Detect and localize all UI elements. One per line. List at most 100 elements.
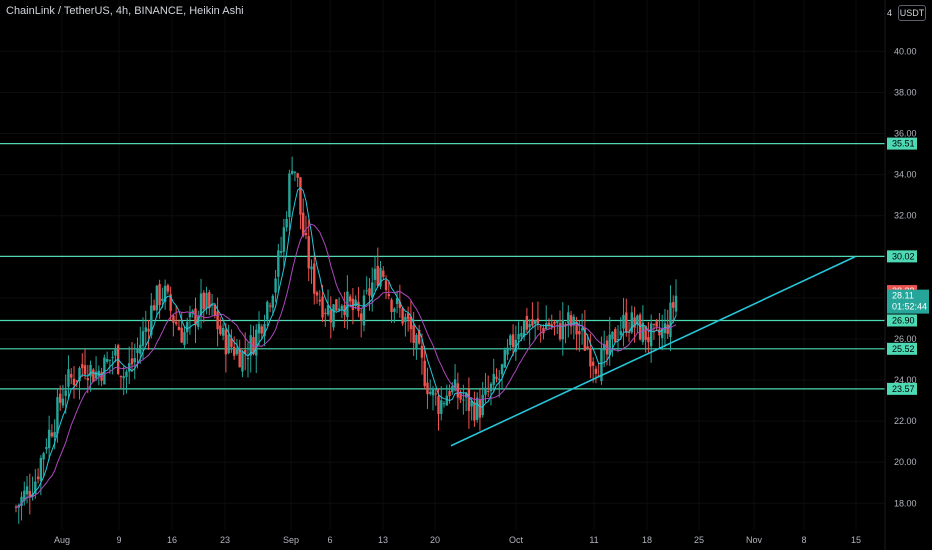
candle-body <box>67 369 70 387</box>
currency-unit-badge[interactable]: 4 USDT <box>887 5 926 21</box>
candle-body <box>177 326 181 331</box>
candle-body <box>337 308 341 311</box>
candle-body <box>324 312 327 314</box>
candle-body <box>205 292 208 309</box>
candle-body <box>406 313 410 320</box>
candle-body <box>58 393 62 403</box>
candle-body <box>25 486 29 495</box>
candle-body <box>282 227 286 252</box>
candle-body <box>633 317 636 328</box>
candle-body <box>279 251 283 253</box>
candle-body <box>208 292 211 309</box>
candle-body <box>161 298 164 301</box>
x-tick-label: 15 <box>851 535 861 545</box>
candle-body <box>266 301 269 320</box>
candle-body <box>130 358 134 365</box>
x-tick-label: 23 <box>220 535 230 545</box>
level-badge <box>887 137 917 150</box>
x-tick-label: Sep <box>283 535 299 545</box>
candle-body <box>183 332 186 345</box>
x-tick-label: Oct <box>509 535 524 545</box>
x-tick-label: 9 <box>116 535 121 545</box>
candle-body <box>655 321 658 327</box>
candle-body <box>641 322 645 343</box>
y-tick-label: 36.00 <box>894 129 917 139</box>
level-label: 25.52 <box>892 344 915 354</box>
candle-body <box>649 323 653 347</box>
candle-body <box>348 296 352 302</box>
candle-body <box>365 290 368 292</box>
candle-body <box>442 403 446 405</box>
candle-body <box>78 367 81 382</box>
candle-body <box>277 250 280 277</box>
candle-body <box>580 328 584 331</box>
x-tick-label: 18 <box>642 535 652 545</box>
candle-body <box>335 299 338 311</box>
candle-body <box>246 358 250 360</box>
candle-body <box>536 318 540 324</box>
candle-body <box>542 327 545 334</box>
candle-body <box>373 268 377 280</box>
chart-title: ChainLink / TetherUS, 4h, BINANCE, Heiki… <box>6 5 244 17</box>
ma-slow-line <box>15 223 677 509</box>
candle-body <box>42 453 45 460</box>
x-tick-label: 11 <box>589 535 598 545</box>
candle-body <box>274 278 277 293</box>
candle-body <box>224 329 228 355</box>
candle-body <box>528 324 531 328</box>
candle-body <box>141 331 145 346</box>
candle-body <box>362 295 366 326</box>
candle-body <box>202 292 205 310</box>
ascending-trendline[interactable] <box>450 256 856 447</box>
candle-body <box>420 345 424 358</box>
candle-body <box>417 329 421 344</box>
candle-body <box>64 390 67 396</box>
candle-body <box>197 316 200 327</box>
candle-body <box>522 320 526 337</box>
y-tick-label: 18.00 <box>894 498 917 508</box>
candle-body <box>357 301 360 311</box>
candle-body <box>506 347 509 355</box>
candle-body <box>61 398 65 406</box>
horizontal-levels[interactable] <box>0 142 885 390</box>
candle-body <box>238 348 241 368</box>
candle-body <box>94 371 98 379</box>
candle-body <box>368 288 371 296</box>
candle-body <box>636 315 639 325</box>
candle-body <box>28 490 32 497</box>
candle-body <box>343 305 346 316</box>
x-tick-label: Nov <box>746 535 763 545</box>
y-tick-label: 26.00 <box>894 334 917 344</box>
candle-body <box>257 323 261 334</box>
candle-body <box>594 368 598 374</box>
candle-body <box>89 364 92 377</box>
candle-body <box>556 320 559 323</box>
candle-body <box>503 349 506 368</box>
x-tick-label: 20 <box>430 535 440 545</box>
candle-body <box>219 325 222 335</box>
candle-body <box>230 338 233 348</box>
candle-body <box>547 322 551 326</box>
candle-body <box>255 329 258 356</box>
candle-body <box>304 232 308 235</box>
x-tick-label: 6 <box>327 535 332 545</box>
candle-body <box>404 316 407 322</box>
candle-body <box>603 343 606 351</box>
candle-body <box>53 431 56 438</box>
candle-body <box>144 327 147 332</box>
time-axis[interactable]: Aug 9 16 23 Sep 6 13 20 Oct 11 18 25 Nov 8 15 <box>54 535 861 545</box>
level-label: 26.90 <box>892 315 915 325</box>
candle-body <box>473 402 476 421</box>
candle-body <box>268 305 272 307</box>
candle-body <box>150 305 153 336</box>
y-tick-label: 40.00 <box>894 46 917 56</box>
candle-body <box>105 358 109 362</box>
candle-body <box>376 265 379 286</box>
last-price-label: 28.11 <box>892 291 914 301</box>
price-axis[interactable]: 18.0020.0022.0024.0026.0028.0030.0032.00… <box>884 0 917 550</box>
candle-body <box>445 395 448 406</box>
candle-body <box>569 315 573 327</box>
candle-body <box>625 312 628 333</box>
menu-glyph: 4 <box>887 8 893 18</box>
